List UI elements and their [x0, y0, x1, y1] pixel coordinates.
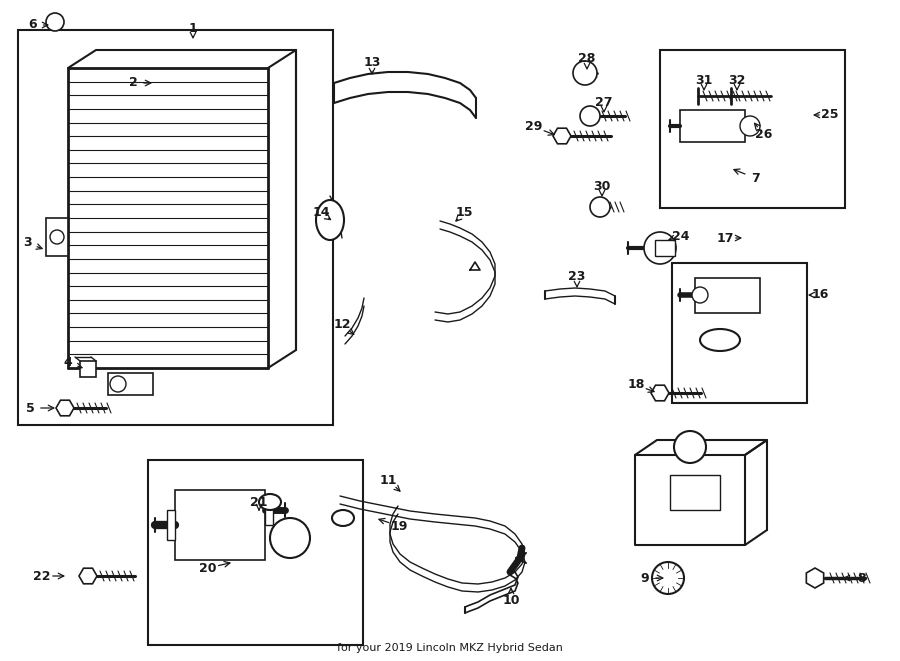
Text: for your 2019 Lincoln MKZ Hybrid Sedan: for your 2019 Lincoln MKZ Hybrid Sedan [338, 643, 562, 653]
Text: 32: 32 [728, 73, 746, 87]
Ellipse shape [700, 329, 740, 351]
Text: 28: 28 [579, 52, 596, 65]
Text: 26: 26 [755, 128, 773, 141]
Text: 24: 24 [672, 229, 689, 243]
Ellipse shape [259, 494, 281, 510]
Bar [18, 30, 333, 425]
Text: 30: 30 [593, 180, 611, 192]
Circle shape [674, 431, 706, 463]
Text: 20: 20 [199, 561, 217, 574]
Text: 31: 31 [696, 73, 713, 87]
Bar [695, 278, 760, 313]
Circle shape [644, 232, 676, 264]
Text: 18: 18 [627, 379, 644, 391]
Bar [680, 110, 745, 142]
Text: 17: 17 [716, 231, 734, 245]
Text: 22: 22 [33, 570, 50, 582]
Circle shape [652, 562, 684, 594]
Circle shape [110, 376, 126, 392]
Text: 5: 5 [25, 401, 34, 414]
Text: 13: 13 [364, 56, 381, 69]
Ellipse shape [316, 200, 344, 240]
Bar [672, 263, 807, 403]
Circle shape [573, 61, 597, 85]
Text: 2: 2 [129, 77, 138, 89]
Text: 3: 3 [22, 237, 32, 249]
Bar [148, 460, 363, 645]
Circle shape [50, 230, 64, 244]
Text: 11: 11 [379, 473, 397, 486]
Circle shape [270, 518, 310, 558]
Text: 16: 16 [811, 288, 829, 301]
Bar [175, 490, 265, 560]
Circle shape [580, 106, 600, 126]
Bar [660, 50, 845, 208]
Circle shape [590, 197, 610, 217]
Text: 19: 19 [391, 520, 408, 533]
Bar [80, 361, 96, 377]
Text: 29: 29 [526, 120, 543, 134]
Bar [108, 373, 153, 395]
Text: 14: 14 [312, 206, 329, 219]
Text: 12: 12 [333, 319, 351, 332]
Bar [655, 240, 675, 256]
Bar [167, 510, 175, 540]
Circle shape [46, 13, 64, 31]
Text: 25: 25 [821, 108, 839, 122]
Text: 21: 21 [250, 496, 268, 508]
Text: 4: 4 [64, 356, 72, 369]
Text: 9: 9 [641, 572, 649, 584]
Text: 23: 23 [568, 270, 586, 284]
Text: 6: 6 [29, 19, 37, 32]
Text: 8: 8 [858, 572, 867, 584]
Text: 27: 27 [595, 95, 613, 108]
Circle shape [692, 287, 708, 303]
Text: 10: 10 [502, 594, 520, 607]
Bar [265, 500, 273, 525]
Text: 7: 7 [751, 171, 760, 184]
Bar [46, 218, 68, 256]
Circle shape [740, 116, 760, 136]
Text: 1: 1 [189, 22, 197, 34]
Ellipse shape [332, 510, 354, 526]
Bar [670, 475, 720, 510]
Text: 15: 15 [455, 206, 472, 219]
